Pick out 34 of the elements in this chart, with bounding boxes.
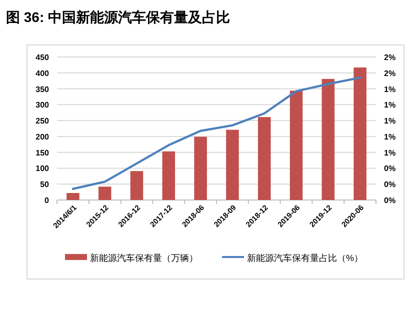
- bar: [130, 171, 144, 200]
- bar: [66, 193, 80, 200]
- y2-tick-label: 0%: [384, 196, 396, 205]
- chart-title: 图 36: 中国新能源汽车保有量及占比: [6, 9, 230, 25]
- y-tick-label: 350: [36, 84, 50, 94]
- y2-tick-label: 1%: [384, 100, 396, 110]
- y-tick-label: 100: [36, 164, 50, 174]
- y-tick-label: 200: [36, 132, 50, 142]
- bar: [226, 130, 239, 200]
- bar: [322, 78, 335, 200]
- bar: [98, 186, 112, 200]
- y2-tick-label: 2%: [384, 53, 396, 62]
- y2-tick-label: 1%: [384, 148, 396, 158]
- y2-tick-label: 0%: [384, 164, 396, 174]
- y2-tick-label: 1%: [384, 84, 396, 94]
- y-tick-label: 0: [44, 196, 50, 205]
- legend-label: 新能源汽车保有量（万辆）: [90, 253, 198, 263]
- legend-label: 新能源汽车保有量占比（%）: [247, 253, 364, 263]
- y2-tick-label: 1%: [384, 116, 396, 126]
- y-tick-label: 450: [36, 53, 50, 62]
- y-tick-label: 250: [36, 116, 50, 126]
- y2-tick-label: 1%: [384, 132, 396, 142]
- bar: [258, 117, 271, 200]
- y-tick-label: 400: [36, 68, 50, 78]
- line-series: [72, 76, 362, 190]
- bar: [194, 136, 207, 200]
- y2-tick-label: 0%: [384, 180, 396, 190]
- y-tick-label: 300: [36, 100, 50, 110]
- y2-tick-label: 2%: [384, 68, 396, 78]
- y-tick-label: 150: [36, 148, 50, 158]
- bar: [354, 67, 366, 200]
- bar: [162, 151, 176, 200]
- y-tick-label: 50: [40, 180, 50, 190]
- bar: [290, 90, 303, 200]
